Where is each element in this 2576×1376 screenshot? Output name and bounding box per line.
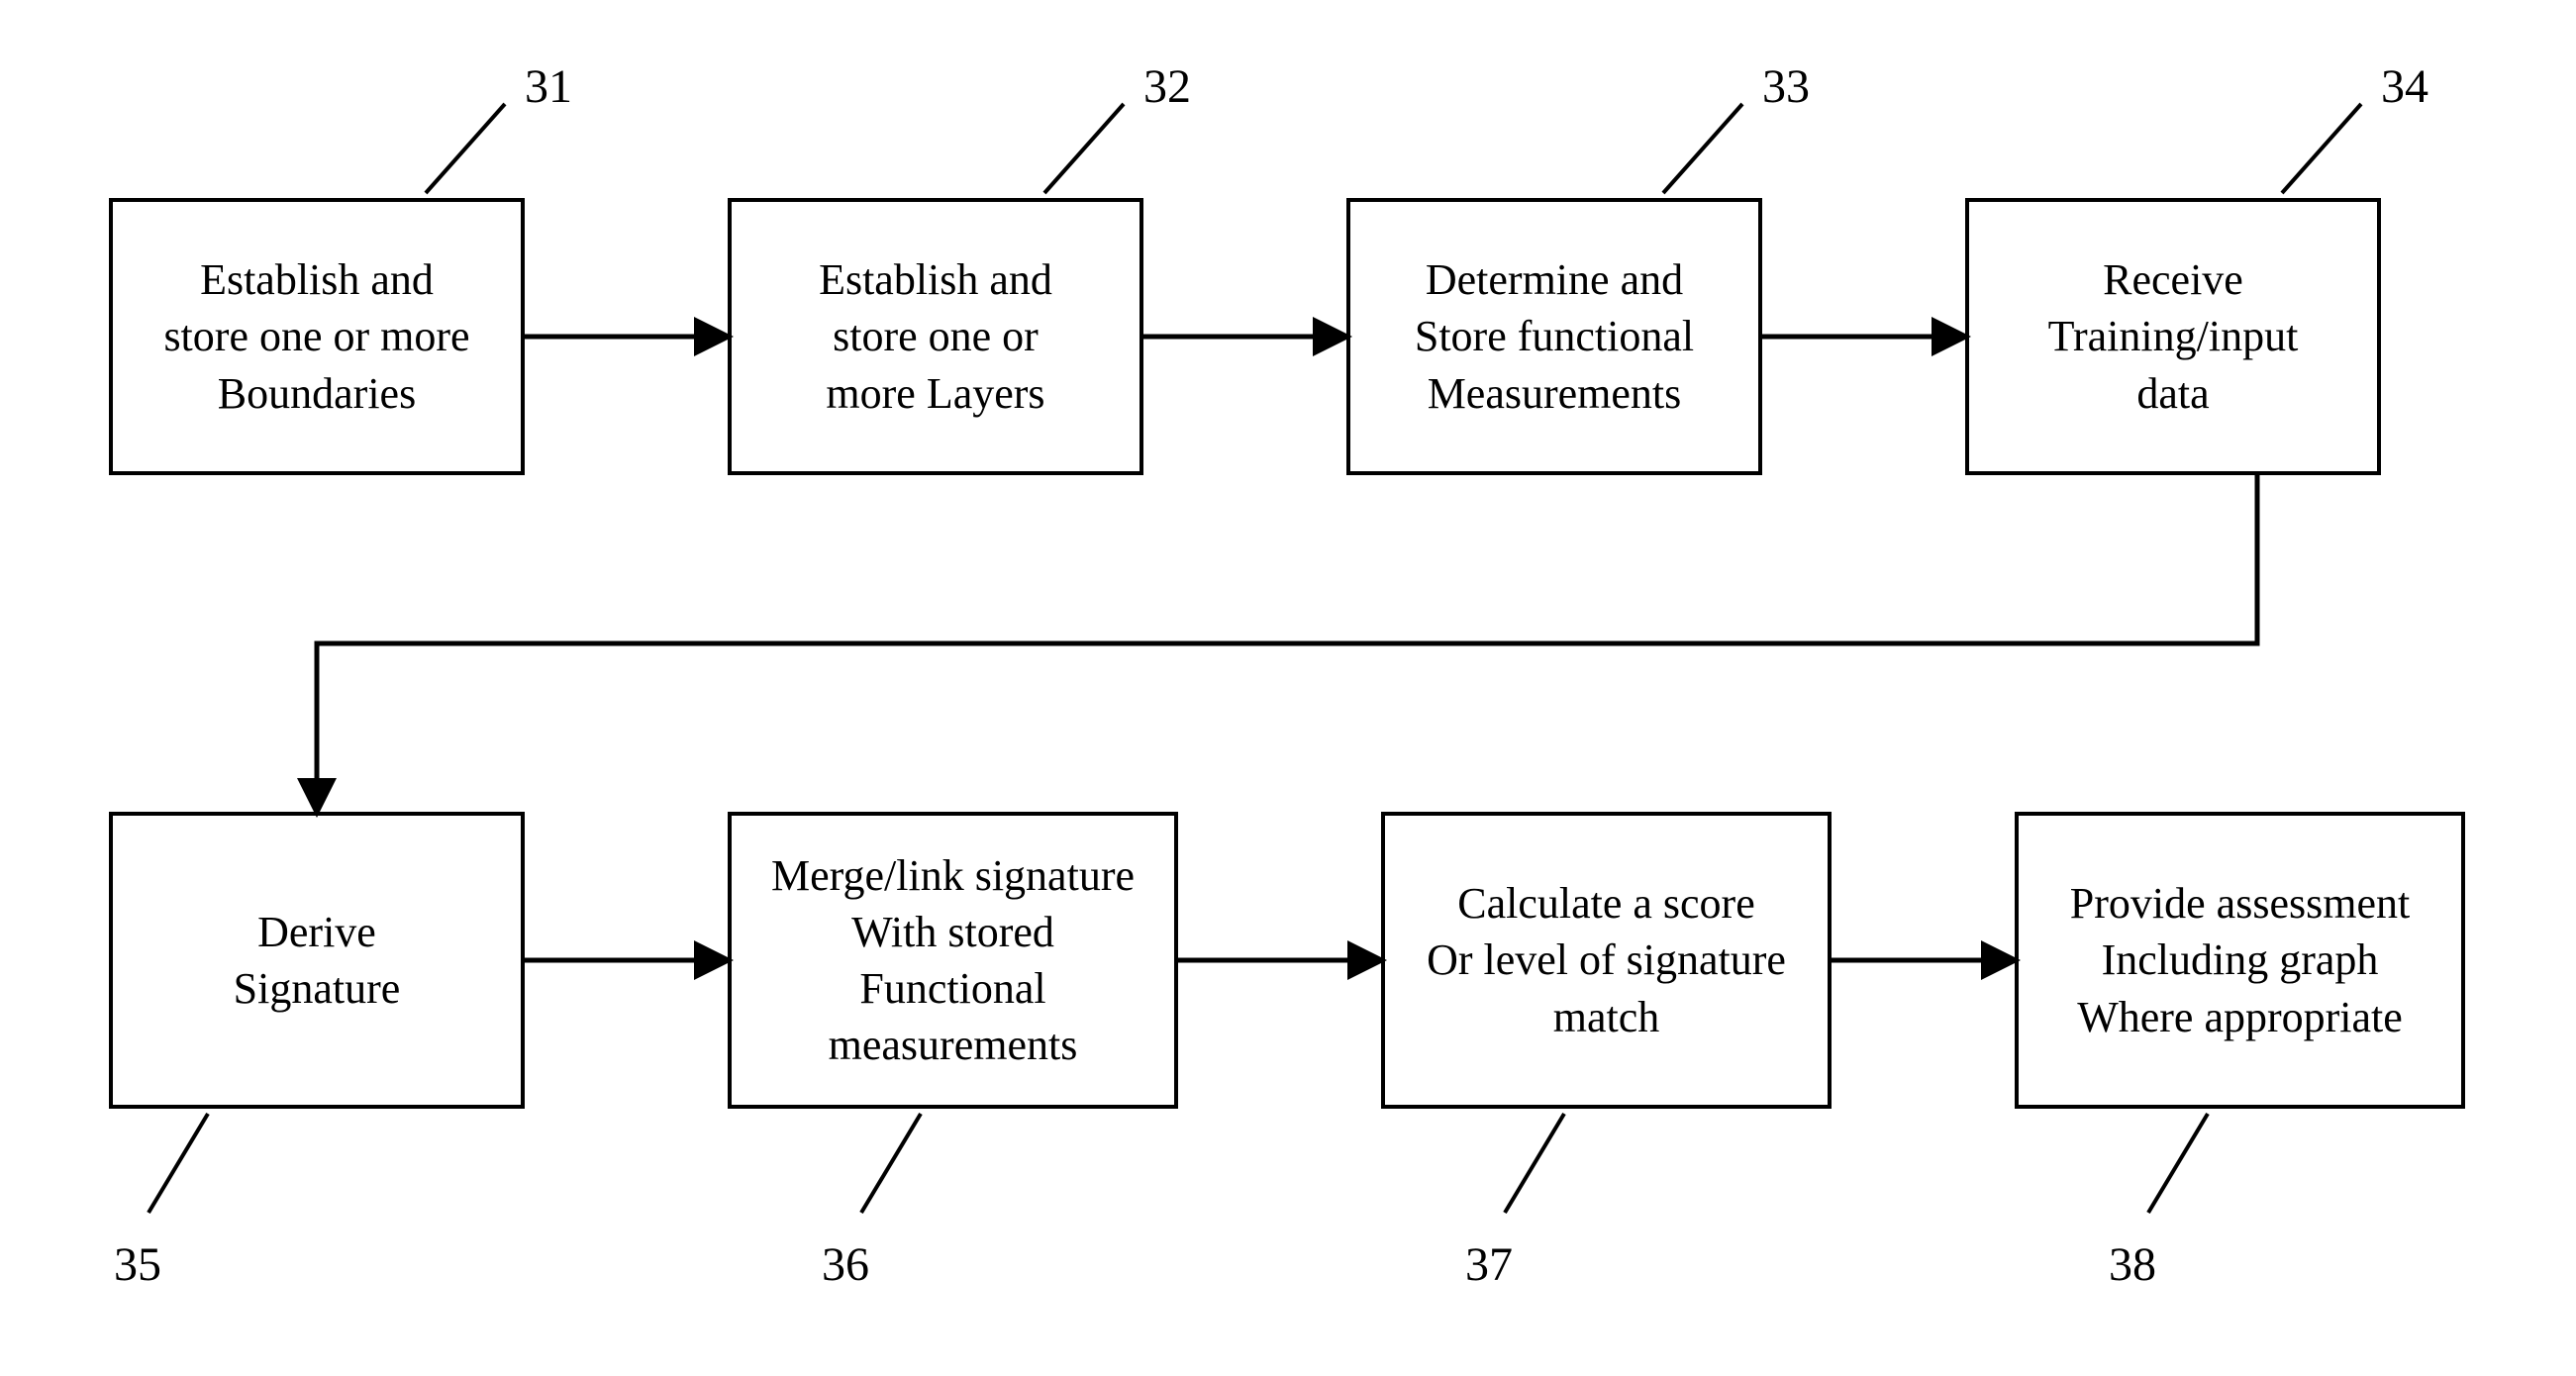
arrow-34-35: [317, 475, 2257, 808]
tick-38: [2148, 1114, 2208, 1213]
tick-34: [2282, 104, 2361, 193]
tick-35: [149, 1114, 208, 1213]
tick-33: [1663, 104, 1742, 193]
tick-32: [1044, 104, 1124, 193]
tick-36: [861, 1114, 921, 1213]
diagram-connectors: [0, 0, 2576, 1376]
tick-31: [426, 104, 505, 193]
tick-37: [1505, 1114, 1564, 1213]
